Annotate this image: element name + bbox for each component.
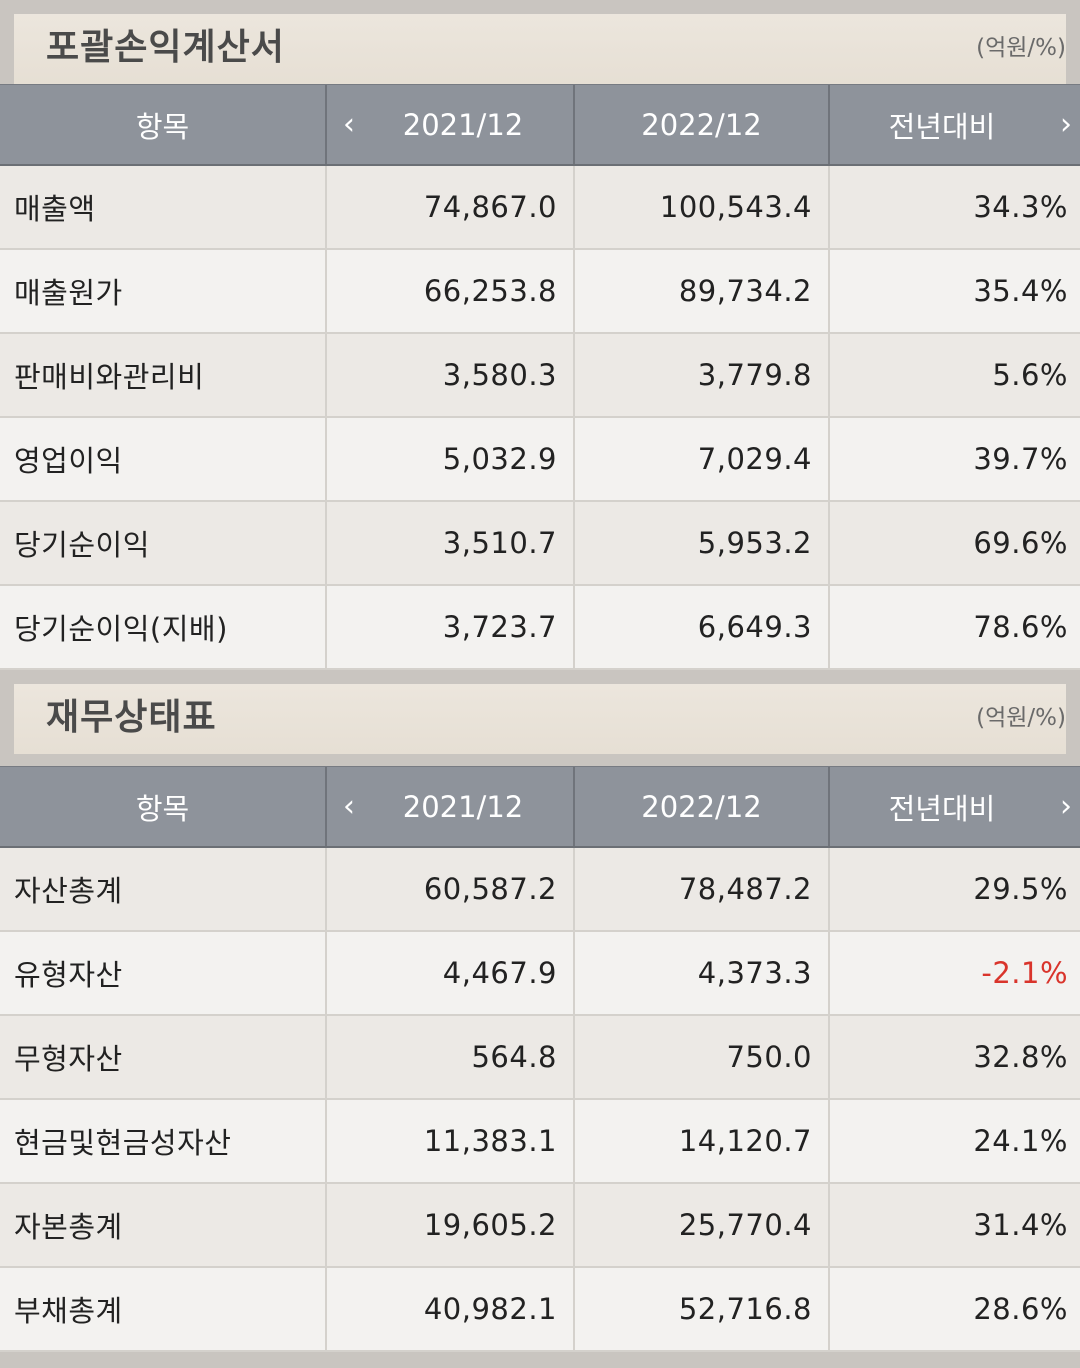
table-row: 유형자산 4,467.9 4,373.3 -2.1% <box>0 932 1080 1016</box>
value-2022: 25,770.4 <box>573 1184 828 1266</box>
table-header: 항목 ‹ 2021/12 2022/12 전년대비 › <box>0 766 1080 848</box>
value-yoy: 78.6% <box>828 586 1080 668</box>
value-yoy: 35.4% <box>828 250 1080 332</box>
value-yoy: 5.6% <box>828 334 1080 416</box>
table-row: 자산총계 60,587.2 78,487.2 29.5% <box>0 848 1080 932</box>
section-title: 포괄손익계산서 <box>46 27 285 68</box>
header-item: 항목 <box>135 791 190 826</box>
value-2022: 100,543.4 <box>573 166 828 248</box>
table-row: 당기순이익(지배) 3,723.7 6,649.3 78.6% <box>0 586 1080 670</box>
value-2021: 40,982.1 <box>325 1268 573 1350</box>
header-2021: ‹ 2021/12 <box>325 85 573 164</box>
row-label: 현금및현금성자산 <box>14 1126 232 1160</box>
value-2022: 7,029.4 <box>573 418 828 500</box>
value-yoy: 39.7% <box>828 418 1080 500</box>
row-label: 당기순이익(지배) <box>14 612 228 646</box>
chevron-right-icon[interactable]: › <box>1060 789 1072 824</box>
table-row: 매출액 74,867.0 100,543.4 34.3% <box>0 166 1080 250</box>
header-yoy: 전년대비 › <box>828 85 1080 164</box>
row-label: 판매비와관리비 <box>14 360 205 394</box>
chevron-left-icon[interactable]: ‹ <box>343 789 355 824</box>
header-2022: 2022/12 <box>573 767 828 846</box>
value-2021: 5,032.9 <box>325 418 573 500</box>
value-2022: 4,373.3 <box>573 932 828 1014</box>
header-2021: ‹ 2021/12 <box>325 767 573 846</box>
table-row: 무형자산 564.8 750.0 32.8% <box>0 1016 1080 1100</box>
header-yoy: 전년대비 › <box>828 767 1080 846</box>
value-2021: 66,253.8 <box>325 250 573 332</box>
row-label: 영업이익 <box>14 444 123 478</box>
value-2021: 74,867.0 <box>325 166 573 248</box>
section-title: 재무상태표 <box>46 697 217 738</box>
table-body: 자산총계 60,587.2 78,487.2 29.5% 유형자산 4,467.9 4,37… <box>0 848 1080 1352</box>
table-row: 매출원가 66,253.8 89,734.2 35.4% <box>0 250 1080 334</box>
table-row: 영업이익 5,032.9 7,029.4 39.7% <box>0 418 1080 502</box>
row-label: 매출원가 <box>14 276 123 310</box>
unit-label: (억원/%) <box>976 35 1066 61</box>
unit-label: (억원/%) <box>976 705 1066 731</box>
value-2022: 3,779.8 <box>573 334 828 416</box>
value-2022: 89,734.2 <box>573 250 828 332</box>
header-2022: 2022/12 <box>573 85 828 164</box>
income-statement-table: 항목 ‹ 2021/12 2022/12 전년대비 › 매출액 74,867.0 1… <box>0 84 1080 670</box>
table-row: 자본총계 19,605.2 25,770.4 31.4% <box>0 1184 1080 1268</box>
row-label: 무형자산 <box>14 1042 123 1076</box>
row-label: 부채총계 <box>14 1294 123 1328</box>
value-yoy: 31.4% <box>828 1184 1080 1266</box>
row-label: 자산총계 <box>14 874 123 908</box>
value-2021: 3,723.7 <box>325 586 573 668</box>
value-yoy: 69.6% <box>828 502 1080 584</box>
row-label: 유형자산 <box>14 958 123 992</box>
value-2021: 3,510.7 <box>325 502 573 584</box>
value-2022: 52,716.8 <box>573 1268 828 1350</box>
value-yoy: 28.6% <box>828 1268 1080 1350</box>
income-statement-header: 포괄손익계산서 (억원/%) <box>14 14 1066 84</box>
balance-sheet-header: 재무상태표 (억원/%) <box>14 684 1066 754</box>
value-2021: 11,383.1 <box>325 1100 573 1182</box>
row-label: 자본총계 <box>14 1210 123 1244</box>
header-item: 항목 <box>135 109 190 144</box>
value-yoy: 32.8% <box>828 1016 1080 1098</box>
value-2021: 60,587.2 <box>325 848 573 930</box>
table-header: 항목 ‹ 2021/12 2022/12 전년대비 › <box>0 84 1080 166</box>
value-2021: 564.8 <box>325 1016 573 1098</box>
value-2022: 78,487.2 <box>573 848 828 930</box>
table-row: 당기순이익 3,510.7 5,953.2 69.6% <box>0 502 1080 586</box>
value-2021: 19,605.2 <box>325 1184 573 1266</box>
value-yoy: 34.3% <box>828 166 1080 248</box>
value-2022: 14,120.7 <box>573 1100 828 1182</box>
table-row: 현금및현금성자산 11,383.1 14,120.7 24.1% <box>0 1100 1080 1184</box>
balance-sheet-table: 항목 ‹ 2021/12 2022/12 전년대비 › 자산총계 60,587.2… <box>0 766 1080 1352</box>
row-label: 매출액 <box>14 192 96 226</box>
row-label: 당기순이익 <box>14 528 150 562</box>
table-row: 부채총계 40,982.1 52,716.8 28.6% <box>0 1268 1080 1352</box>
table-body: 매출액 74,867.0 100,543.4 34.3% 매출원가 66,253.8 89,… <box>0 166 1080 670</box>
value-2021: 3,580.3 <box>325 334 573 416</box>
value-yoy: 29.5% <box>828 848 1080 930</box>
value-yoy: -2.1% <box>828 932 1080 1014</box>
value-2021: 4,467.9 <box>325 932 573 1014</box>
chevron-left-icon[interactable]: ‹ <box>343 107 355 142</box>
value-2022: 6,649.3 <box>573 586 828 668</box>
table-row: 판매비와관리비 3,580.3 3,779.8 5.6% <box>0 334 1080 418</box>
value-2022: 750.0 <box>573 1016 828 1098</box>
value-2022: 5,953.2 <box>573 502 828 584</box>
value-yoy: 24.1% <box>828 1100 1080 1182</box>
chevron-right-icon[interactable]: › <box>1060 107 1072 142</box>
